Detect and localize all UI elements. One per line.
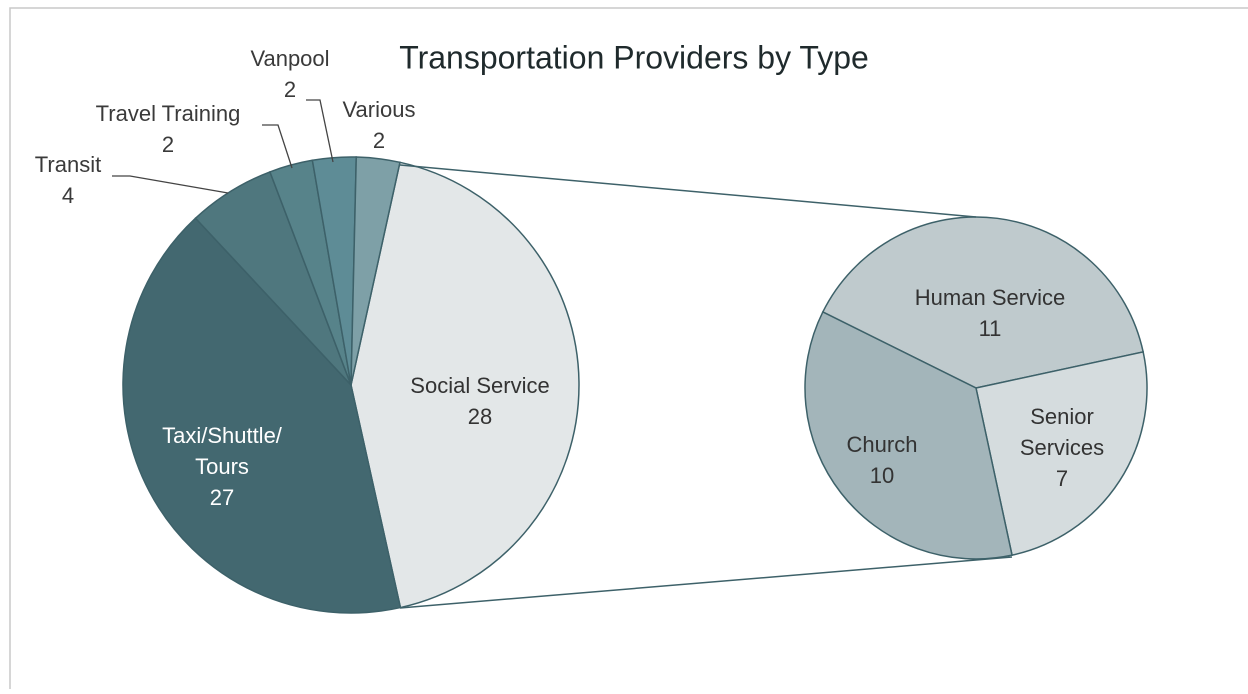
slice-label: Travel Training [96, 101, 241, 126]
label-line: Travel Training [96, 101, 241, 126]
label-line: Vanpool [250, 46, 329, 71]
label-line: Various [343, 97, 416, 122]
value-label: 2 [162, 132, 174, 157]
connector [399, 556, 1013, 609]
pie-slice [350, 156, 401, 386]
label-line: Tours [195, 454, 249, 479]
label-line: Human Service [915, 285, 1065, 310]
slice-label: Vanpool [250, 46, 329, 71]
leader-line [112, 175, 229, 194]
slice-label: Senior Services [1020, 404, 1104, 460]
slice-label: Various [343, 97, 416, 122]
connectors [399, 164, 1013, 609]
pie-slice [122, 217, 402, 614]
value-label: 10 [870, 463, 894, 488]
pie-slice [804, 310, 1013, 560]
chart-title: Transportation Providers by Type [399, 39, 869, 75]
label-line: Social Service [410, 373, 549, 398]
pie [122, 156, 580, 614]
slice-label: Transit [35, 152, 101, 177]
label-line: Senior [1030, 404, 1094, 429]
label-line: Church [847, 432, 918, 457]
slice-label: Church [847, 432, 918, 457]
label-line: Services [1020, 435, 1104, 460]
value-label: 2 [284, 77, 296, 102]
slice-label: Social Service [410, 373, 549, 398]
pie-slice [821, 216, 1145, 389]
leader-line [262, 124, 293, 169]
pie-slice [975, 351, 1148, 557]
value-label: 27 [210, 485, 234, 510]
label-line: Transit [35, 152, 101, 177]
frame [9, 7, 1248, 689]
connector [399, 164, 977, 218]
value-label: 11 [979, 316, 1002, 341]
value-label: 7 [1056, 466, 1068, 491]
label-line: Taxi/Shuttle/ [162, 423, 283, 448]
pie-slice [350, 161, 580, 609]
slice-label: Taxi/Shuttle/Tours [162, 423, 283, 479]
value-label: 4 [62, 183, 74, 208]
slice-label: Human Service [915, 285, 1065, 310]
leader-line [306, 99, 334, 163]
pie [804, 216, 1148, 560]
value-label: 28 [468, 404, 492, 429]
value-label: 2 [373, 128, 385, 153]
leader-lines [112, 99, 334, 194]
